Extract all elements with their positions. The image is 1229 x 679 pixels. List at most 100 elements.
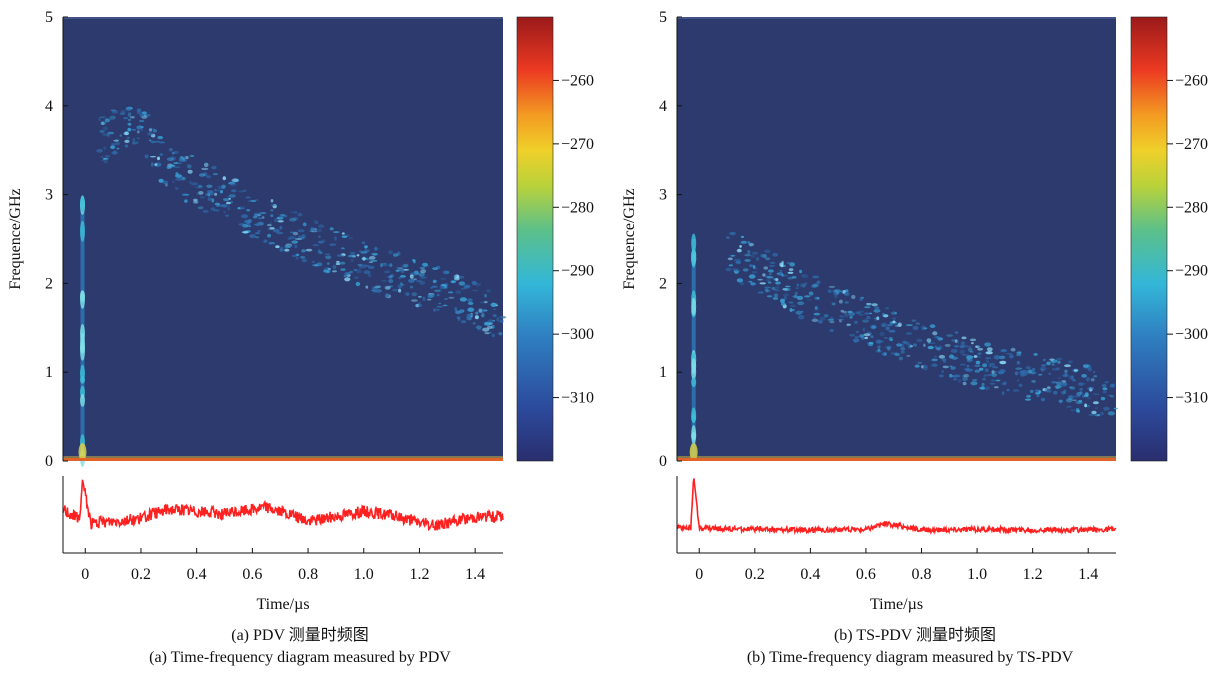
panel-b-trace-point bbox=[958, 379, 962, 383]
panel-b-trace-point bbox=[990, 362, 995, 367]
panel-a-trace-point bbox=[422, 296, 426, 299]
panel-b-trace-point bbox=[1026, 394, 1032, 398]
panel-a-y-tick-label: 4 bbox=[45, 98, 53, 115]
panel-b-trace-point bbox=[725, 236, 731, 240]
panel-b-trace-point bbox=[834, 289, 841, 293]
panel-b-trace-point bbox=[999, 369, 1006, 374]
panel-b-y-tick-label: 2 bbox=[659, 275, 667, 292]
panel-b-trace-point bbox=[906, 354, 911, 357]
panel-b-trace-point bbox=[811, 318, 819, 322]
panel-a-trace-point bbox=[488, 319, 493, 324]
panel-a-trace-point bbox=[103, 126, 108, 131]
panel-b-trace-point bbox=[1109, 383, 1115, 388]
panel-a-trace-point bbox=[477, 328, 482, 331]
panel-a-trace-point bbox=[263, 239, 268, 243]
panel-a-trace-point bbox=[206, 184, 213, 188]
panel-a-trace-point bbox=[228, 181, 235, 185]
panel-b-trace-point bbox=[1066, 398, 1073, 403]
panel-b-trace-point bbox=[1044, 387, 1048, 391]
panel-a-x-tick-label: 1.4 bbox=[465, 566, 485, 583]
panel-b-trace-point bbox=[1031, 367, 1036, 372]
panel-a-trace-point bbox=[486, 289, 491, 293]
panel-a-x-axis-label: Time/µs bbox=[256, 596, 309, 613]
panel-b-trace-point bbox=[1006, 352, 1013, 355]
panel-b-trace-point bbox=[985, 351, 993, 355]
panel-a-trace-point bbox=[450, 280, 456, 284]
panel-a-trace-point bbox=[101, 122, 105, 125]
panel-a-trace-point bbox=[183, 156, 187, 159]
panel-a-trace-point bbox=[314, 221, 319, 224]
panel-a-trace-point bbox=[318, 240, 324, 244]
panel-b-trace-point bbox=[984, 342, 991, 347]
panel-b-trace-point bbox=[966, 345, 972, 348]
panel-b-trace-point bbox=[959, 363, 967, 366]
panel-b-trace-point bbox=[783, 293, 790, 296]
panel-a-trace-point bbox=[101, 159, 108, 162]
panel-a-trace-point bbox=[356, 269, 362, 274]
panel-a-trace-point bbox=[241, 231, 249, 234]
panel-b-burst-point bbox=[691, 297, 697, 316]
panel-a-trace-point bbox=[341, 232, 345, 235]
panel-a-trace-point bbox=[254, 232, 261, 235]
panel-b-trace-point bbox=[937, 337, 944, 341]
panel-b-trace-point bbox=[728, 264, 734, 267]
panel-a-trace-point bbox=[173, 162, 179, 164]
panel-b-trace-point bbox=[974, 364, 981, 368]
panel-b-trace-point bbox=[765, 257, 771, 261]
panel-a-trace-point bbox=[359, 265, 362, 269]
panel-b-trace-point bbox=[791, 276, 797, 279]
panel-a-signal-trace bbox=[62, 479, 504, 531]
panel-b-trace-point bbox=[888, 329, 896, 333]
panel-a-burst-point bbox=[79, 324, 85, 343]
panel-a-trace-point bbox=[411, 299, 418, 302]
panel-a-trace-point bbox=[324, 253, 331, 256]
panel-a-trace-point bbox=[228, 194, 236, 198]
panel-b-trace-point bbox=[977, 352, 982, 355]
panel-b-trace-point bbox=[735, 270, 741, 272]
panel-b-trace-point bbox=[938, 354, 946, 359]
panel-b-trace-point bbox=[1038, 373, 1043, 376]
panel-b-trace-point bbox=[1090, 378, 1095, 382]
panel-b-trace-point bbox=[1067, 394, 1074, 399]
panel-b-trace-point bbox=[798, 315, 805, 320]
panel-a-trace-point bbox=[340, 268, 346, 271]
panel-a-trace-point bbox=[105, 155, 110, 158]
panel-b-trace-point bbox=[931, 358, 938, 362]
panel-a-trace-point bbox=[268, 242, 275, 245]
panel-b-trace-point bbox=[771, 286, 776, 291]
panel-b-trace-point bbox=[956, 339, 960, 345]
panel-a-trace-point bbox=[389, 263, 393, 267]
panel-a-trace-point bbox=[189, 180, 192, 185]
panel-b-trace-point bbox=[1113, 407, 1119, 410]
panel-b-trace-point bbox=[766, 276, 774, 279]
panel-a-trace-point bbox=[159, 153, 164, 156]
panel-b-trace-point bbox=[1091, 410, 1097, 415]
panel-a-frequency-trace bbox=[96, 106, 507, 338]
panel-a-trace-point bbox=[140, 127, 143, 132]
panel-a-trace-point bbox=[409, 285, 414, 289]
panel-b-trace-point bbox=[1015, 367, 1023, 370]
panel-a-trace-point bbox=[196, 192, 199, 196]
panel-b-trace-point bbox=[941, 358, 947, 362]
panel-a-trace-point bbox=[405, 292, 410, 296]
panel-a-trace-point bbox=[279, 215, 283, 219]
panel-b-x-tick-label: 1.4 bbox=[1078, 566, 1098, 583]
panel-a-trace-point bbox=[144, 154, 149, 159]
panel-b-burst-point bbox=[691, 358, 697, 374]
panel-b-trace-point bbox=[864, 312, 870, 315]
panel-a-trace-point bbox=[459, 275, 465, 279]
panel-a-trace-point bbox=[157, 135, 164, 140]
panel-b-trace-point bbox=[876, 308, 881, 312]
panel-b-trace-point bbox=[844, 301, 849, 304]
panel-b-trace-point bbox=[938, 374, 944, 378]
panel-b-trace-point bbox=[911, 319, 917, 322]
panel-a-trace-point bbox=[110, 143, 117, 146]
panel-a-trace-point bbox=[348, 237, 354, 240]
panel-b-trace-point bbox=[769, 261, 776, 265]
panel-a-trace-point bbox=[279, 225, 283, 230]
panel-a-trace-point bbox=[106, 133, 110, 137]
panel-b-trace-point bbox=[932, 331, 938, 336]
panel-b-trace-point bbox=[790, 304, 797, 308]
panel-a-trace-point bbox=[300, 255, 306, 259]
panel-b-trace-point bbox=[1046, 361, 1051, 366]
